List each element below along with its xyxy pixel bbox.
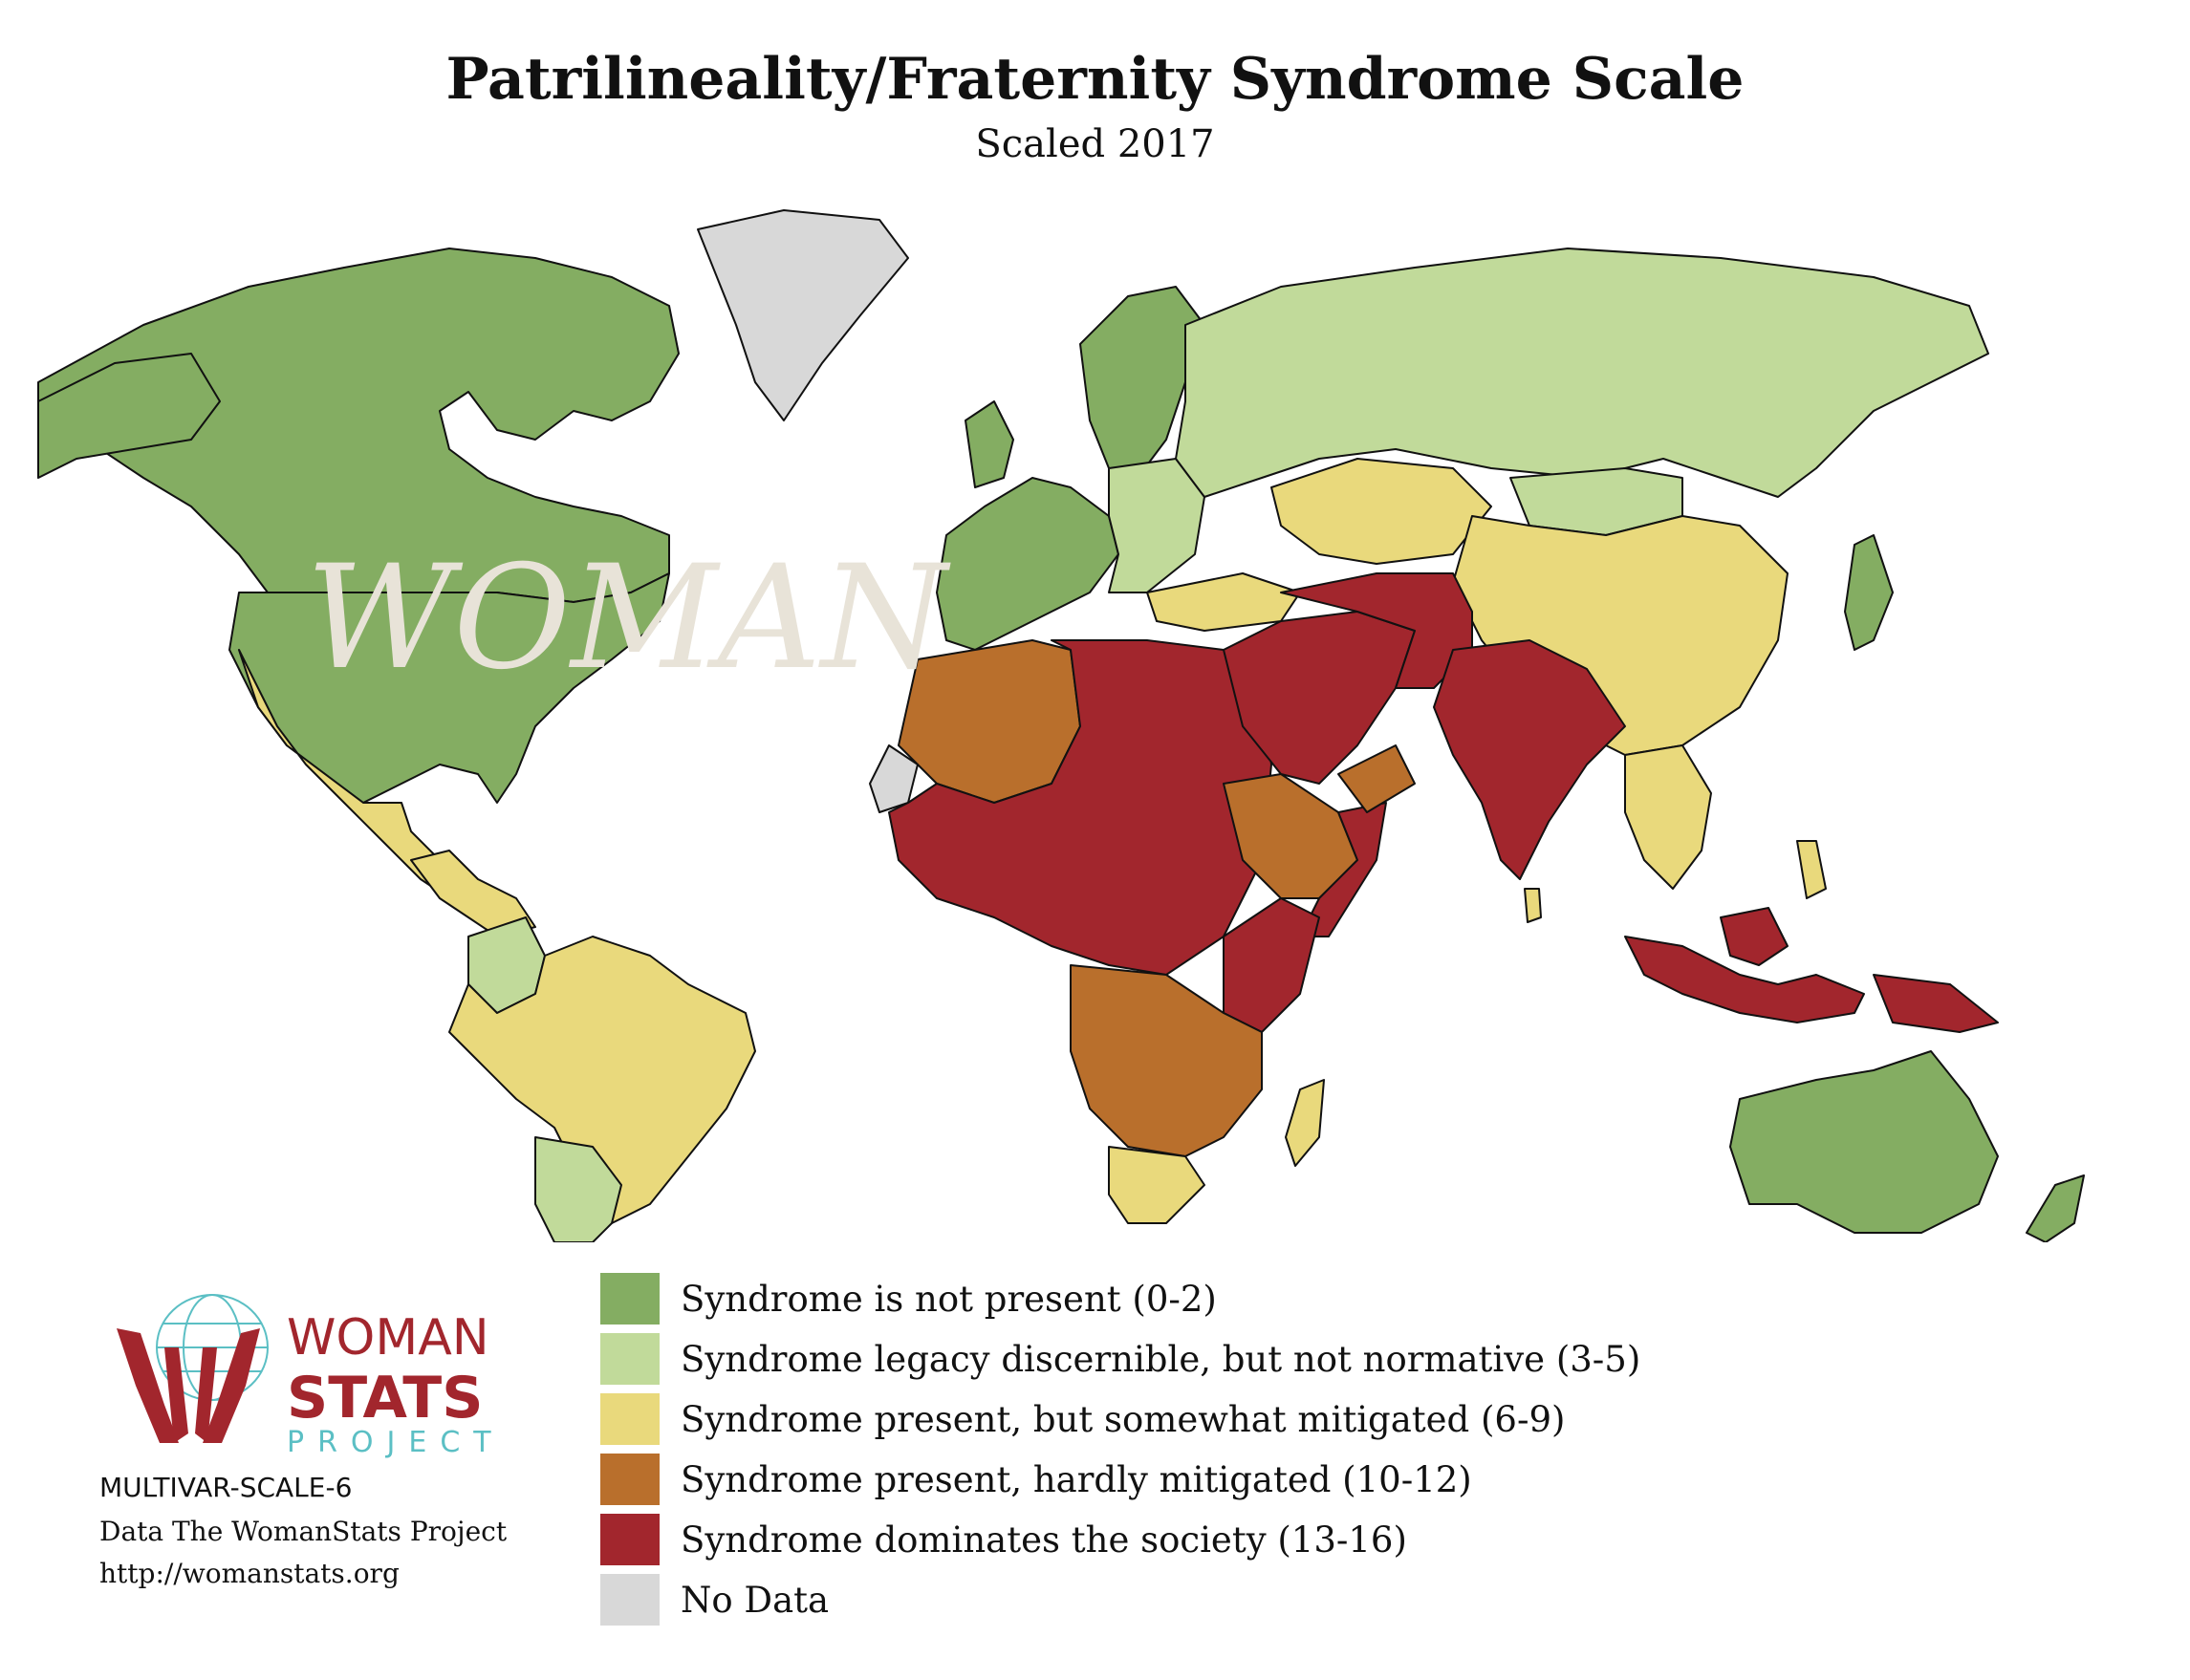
legend-label: Syndrome legacy discernible, but not nor… <box>681 1339 1641 1380</box>
oman-yemen-region <box>1337 744 1416 813</box>
south-america-south <box>534 1136 622 1242</box>
uk-region <box>965 400 1014 488</box>
usa-region <box>228 572 670 804</box>
madagascar-region <box>1285 1079 1325 1167</box>
russia-region <box>1175 248 1989 498</box>
legend-item: Syndrome present, but somewhat mitigated… <box>600 1393 1843 1445</box>
legend-item: Syndrome dominates the society (13-16) <box>600 1514 1843 1565</box>
png-region <box>1873 974 1999 1033</box>
alaska-region <box>37 353 221 479</box>
world-choropleth-map <box>37 209 2085 1242</box>
logo-word-woman: WOMAN <box>287 1309 489 1367</box>
scandinavia-region <box>1079 286 1205 479</box>
legend-label: Syndrome dominates the society (13-16) <box>681 1519 1407 1561</box>
middle-east-region <box>1223 611 1416 785</box>
australia-region <box>1729 1050 1999 1234</box>
logo-globe-hands-icon <box>117 1294 269 1443</box>
legend-item: Syndrome is not present (0-2) <box>600 1273 1843 1325</box>
new-zealand-region <box>2026 1174 2085 1242</box>
south-america-north <box>448 936 756 1224</box>
legend-label: Syndrome is not present (0-2) <box>681 1279 1217 1320</box>
western-sahara-region <box>869 744 919 813</box>
map-code: MULTIVAR-SCALE-6 <box>99 1472 353 1503</box>
logo-word-project: PROJECT <box>287 1426 505 1459</box>
algeria-morocco-region <box>898 639 1081 804</box>
legend-swatch <box>600 1454 660 1505</box>
logo-word-stats: STATS <box>287 1365 484 1432</box>
womanstats-logo: WOMAN STATS PROJECT <box>107 1290 509 1459</box>
south-africa-region <box>1108 1146 1205 1224</box>
philippines-region <box>1796 840 1827 899</box>
borneo-region <box>1720 907 1789 966</box>
map-title: Patrilineality/Fraternity Syndrome Scale <box>445 46 1745 113</box>
source-url[interactable]: http://womanstats.org <box>99 1558 400 1589</box>
indonesia-region <box>1624 936 1865 1023</box>
india-region <box>1433 639 1626 880</box>
legend-swatch <box>600 1574 660 1626</box>
southern-central-africa-region <box>1070 964 1263 1157</box>
greenland-region <box>697 209 909 421</box>
legend-swatch <box>600 1333 660 1385</box>
legend-swatch <box>600 1273 660 1325</box>
kazakhstan-region <box>1270 458 1492 565</box>
legend-item: Syndrome legacy discernible, but not nor… <box>600 1333 1843 1385</box>
central-america-region <box>410 850 536 937</box>
data-source: Data The WomanStats Project <box>99 1516 508 1547</box>
legend-item: No Data <box>600 1574 1843 1626</box>
map-subtitle: Scaled 2017 <box>975 122 1215 166</box>
europe-west <box>936 477 1119 651</box>
legend-label: No Data <box>681 1580 830 1621</box>
legend-label: Syndrome present, but somewhat mitigated… <box>681 1399 1566 1440</box>
east-africa-region <box>1223 897 1320 1033</box>
sri-lanka-region <box>1524 888 1542 923</box>
canada-region <box>37 248 680 603</box>
southeast-asia-mainland <box>1624 744 1712 890</box>
japan-region <box>1844 534 1894 651</box>
legend-item: Syndrome present, hardly mitigated (10-1… <box>600 1454 1843 1505</box>
legend-swatch <box>600 1514 660 1565</box>
legend-label: Syndrome present, hardly mitigated (10-1… <box>681 1459 1472 1500</box>
legend-swatch <box>600 1393 660 1445</box>
